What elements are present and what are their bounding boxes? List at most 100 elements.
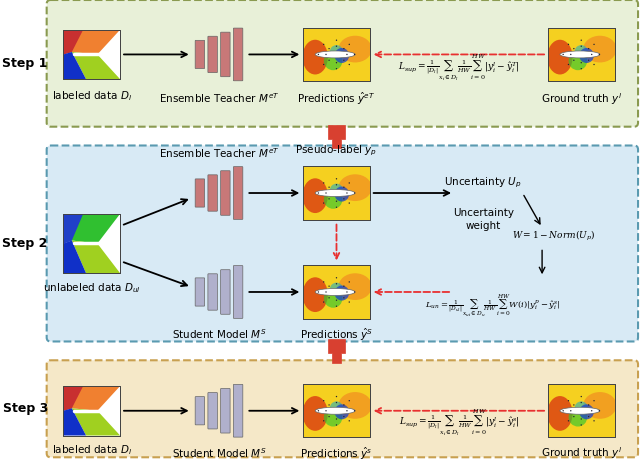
Circle shape (323, 281, 324, 283)
Bar (63, 214, 120, 273)
FancyBboxPatch shape (234, 28, 243, 81)
Circle shape (343, 297, 344, 299)
Polygon shape (63, 30, 83, 54)
Ellipse shape (575, 45, 588, 59)
Ellipse shape (583, 36, 616, 62)
Ellipse shape (335, 48, 349, 63)
FancyBboxPatch shape (208, 175, 218, 211)
Circle shape (328, 286, 330, 287)
Circle shape (588, 48, 589, 49)
Polygon shape (63, 240, 86, 273)
Bar (303, 265, 370, 319)
Text: Step 3: Step 3 (3, 402, 48, 415)
FancyBboxPatch shape (221, 270, 230, 314)
Circle shape (336, 396, 337, 397)
Ellipse shape (303, 178, 328, 213)
Circle shape (598, 410, 600, 412)
Text: Ensemble Teacher $M^{eT}$: Ensemble Teacher $M^{eT}$ (159, 92, 279, 106)
Ellipse shape (339, 36, 372, 62)
Circle shape (328, 186, 330, 188)
Text: Student Model $M^S$: Student Model $M^S$ (172, 327, 266, 341)
FancyBboxPatch shape (221, 388, 230, 433)
Ellipse shape (339, 273, 372, 300)
Circle shape (570, 410, 572, 412)
Ellipse shape (324, 408, 342, 426)
Bar (63, 386, 120, 436)
Ellipse shape (324, 52, 342, 70)
Circle shape (346, 193, 348, 194)
Polygon shape (63, 386, 83, 411)
Bar (303, 166, 370, 220)
Circle shape (323, 44, 324, 45)
FancyBboxPatch shape (221, 171, 230, 215)
Ellipse shape (339, 392, 372, 419)
Circle shape (343, 416, 344, 417)
Circle shape (349, 400, 350, 401)
Circle shape (336, 418, 337, 420)
FancyBboxPatch shape (208, 274, 218, 310)
Ellipse shape (339, 174, 372, 201)
Circle shape (593, 64, 595, 65)
Ellipse shape (303, 396, 328, 431)
Circle shape (336, 46, 337, 47)
FancyBboxPatch shape (47, 146, 638, 341)
Ellipse shape (547, 40, 573, 74)
Ellipse shape (579, 405, 594, 419)
Circle shape (593, 400, 595, 401)
FancyBboxPatch shape (234, 166, 243, 219)
Circle shape (349, 182, 350, 184)
Circle shape (573, 416, 575, 417)
Circle shape (328, 60, 330, 61)
Bar (63, 30, 120, 79)
FancyBboxPatch shape (47, 0, 638, 126)
Circle shape (336, 206, 337, 208)
Circle shape (336, 283, 337, 285)
Text: weight: weight (466, 221, 501, 231)
Circle shape (336, 277, 337, 279)
Text: Predictions $\hat{y}^S$: Predictions $\hat{y}^S$ (300, 326, 373, 343)
Circle shape (336, 68, 337, 69)
Circle shape (323, 400, 324, 401)
Polygon shape (328, 339, 346, 363)
Circle shape (336, 40, 337, 41)
Circle shape (336, 299, 337, 301)
Text: Step 1: Step 1 (3, 57, 48, 70)
Circle shape (591, 54, 593, 55)
Bar (303, 166, 370, 220)
Ellipse shape (335, 405, 349, 419)
Ellipse shape (330, 401, 343, 415)
Circle shape (336, 184, 337, 186)
Circle shape (354, 410, 355, 412)
Ellipse shape (547, 396, 573, 431)
Circle shape (325, 291, 326, 292)
Bar (303, 265, 370, 319)
Polygon shape (63, 214, 72, 244)
Circle shape (580, 418, 582, 420)
FancyBboxPatch shape (195, 40, 205, 68)
Circle shape (349, 281, 350, 283)
Circle shape (580, 68, 582, 69)
Circle shape (593, 44, 595, 45)
Text: Ground truth $y^l$: Ground truth $y^l$ (541, 445, 622, 461)
Ellipse shape (579, 48, 594, 63)
Text: Ensemble Teacher $M^{eT}$: Ensemble Teacher $M^{eT}$ (159, 146, 279, 160)
Circle shape (349, 420, 350, 421)
Circle shape (317, 291, 319, 292)
Ellipse shape (335, 186, 349, 201)
Circle shape (346, 291, 348, 292)
Polygon shape (72, 240, 120, 273)
Circle shape (323, 420, 324, 421)
Circle shape (317, 410, 319, 412)
Circle shape (354, 54, 355, 55)
Ellipse shape (568, 408, 588, 426)
FancyBboxPatch shape (208, 392, 218, 429)
Circle shape (325, 193, 326, 194)
Text: Uncertainty $U_p$: Uncertainty $U_p$ (444, 176, 522, 190)
Circle shape (580, 396, 582, 397)
FancyBboxPatch shape (221, 32, 230, 77)
Ellipse shape (315, 190, 355, 197)
Circle shape (343, 186, 344, 188)
Ellipse shape (315, 288, 355, 295)
Circle shape (343, 48, 344, 49)
Circle shape (349, 44, 350, 45)
